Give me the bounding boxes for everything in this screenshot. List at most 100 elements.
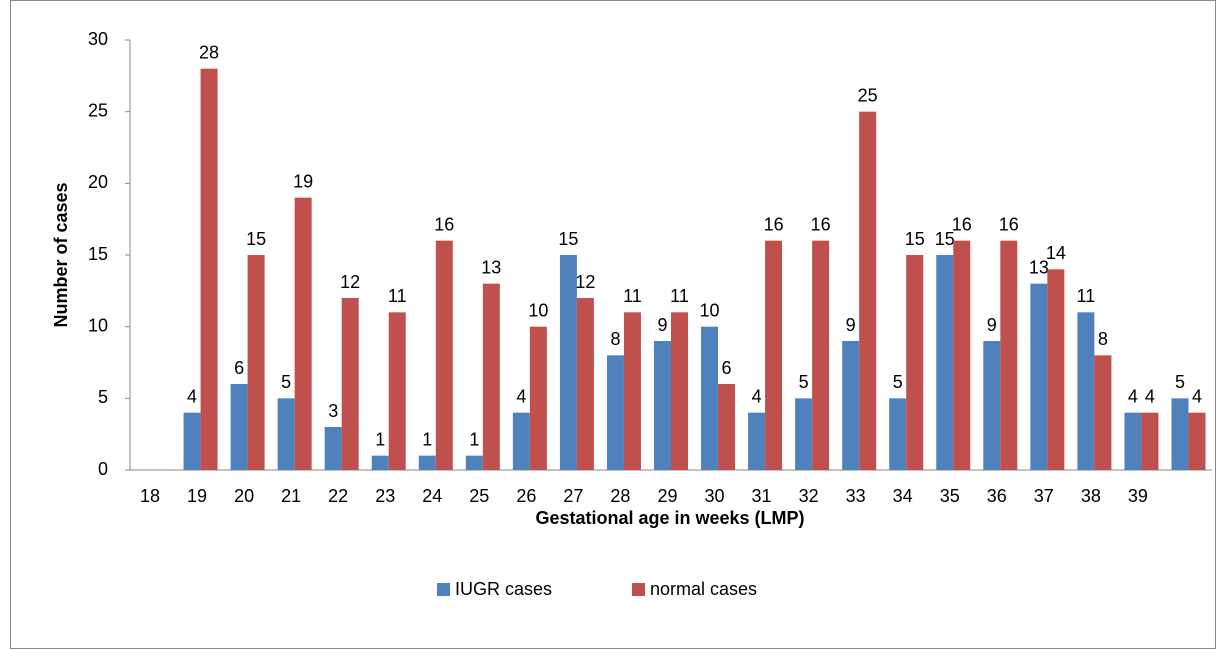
bar <box>1124 412 1142 470</box>
bar <box>842 341 860 470</box>
x-tick-label: 21 <box>281 486 301 506</box>
value-label: 5 <box>281 372 291 392</box>
value-label: 8 <box>1098 329 1108 349</box>
y-axis-label: Number of cases <box>51 182 71 327</box>
bar <box>341 298 359 470</box>
y-tick-label: 15 <box>88 244 108 264</box>
bar <box>812 240 830 470</box>
bar <box>795 398 813 470</box>
y-tick-label: 30 <box>88 29 108 49</box>
bar <box>606 355 624 470</box>
bar <box>324 427 342 470</box>
value-label: 15 <box>935 229 955 249</box>
value-label: 11 <box>623 286 642 306</box>
x-tick-label: 20 <box>234 486 254 506</box>
legend-swatch <box>437 583 450 596</box>
value-label: 16 <box>811 214 831 234</box>
value-label: 16 <box>764 214 784 234</box>
bar <box>435 240 453 470</box>
bar <box>623 312 641 470</box>
value-label: 11 <box>670 286 689 306</box>
value-label: 4 <box>187 386 197 406</box>
y-tick-label: 20 <box>88 172 108 192</box>
bar <box>1047 269 1065 470</box>
bar <box>576 298 594 470</box>
value-label: 25 <box>858 85 878 105</box>
x-tick-label: 31 <box>752 486 772 506</box>
value-label: 12 <box>575 272 595 292</box>
x-tick-label: 35 <box>940 486 960 506</box>
y-tick-label: 0 <box>98 459 108 479</box>
legend-label: normal cases <box>650 579 757 599</box>
x-tick-label: 29 <box>657 486 677 506</box>
x-tick-label: 19 <box>187 486 207 506</box>
bar <box>247 255 265 470</box>
value-label: 16 <box>434 214 454 234</box>
value-label: 10 <box>528 300 548 320</box>
bar <box>1171 398 1189 470</box>
value-label: 28 <box>199 42 219 62</box>
value-label: 1 <box>422 429 432 449</box>
value-label: 15 <box>905 229 925 249</box>
bar <box>294 197 312 470</box>
bar <box>482 283 500 470</box>
value-label: 16 <box>952 214 972 234</box>
value-label: 19 <box>293 171 313 191</box>
value-label: 15 <box>246 229 266 249</box>
value-label: 9 <box>657 315 667 335</box>
x-tick-label: 22 <box>328 486 348 506</box>
bar <box>748 412 766 470</box>
legend-swatch <box>632 583 645 596</box>
value-label: 5 <box>799 372 809 392</box>
y-tick-label: 25 <box>88 100 108 120</box>
x-tick-label: 33 <box>846 486 866 506</box>
bar <box>906 255 924 470</box>
bar <box>559 255 577 470</box>
legend-label: IUGR cases <box>455 579 552 599</box>
x-tick-label: 34 <box>893 486 913 506</box>
bar <box>701 326 719 470</box>
value-label: 13 <box>481 257 501 277</box>
bar <box>465 455 483 470</box>
x-tick-label: 38 <box>1081 486 1101 506</box>
value-label: 1 <box>375 429 385 449</box>
y-tick-label: 10 <box>88 315 108 335</box>
y-tick-label: 5 <box>98 387 108 407</box>
x-tick-label: 27 <box>563 486 583 506</box>
value-label: 6 <box>234 358 244 378</box>
value-label: 4 <box>752 386 762 406</box>
x-tick-label: 26 <box>516 486 536 506</box>
bar <box>230 384 248 470</box>
bar <box>953 240 971 470</box>
value-label: 5 <box>1175 372 1185 392</box>
value-label: 4 <box>516 386 526 406</box>
bar <box>418 455 436 470</box>
value-label: 4 <box>1128 386 1138 406</box>
bar <box>671 312 688 470</box>
value-label: 5 <box>893 372 903 392</box>
x-tick-label: 24 <box>422 486 442 506</box>
bar <box>1077 312 1095 470</box>
value-label: 16 <box>999 214 1019 234</box>
x-axis-label: Gestational age in weeks (LMP) <box>535 508 804 528</box>
bar <box>889 398 907 470</box>
bar <box>718 384 736 470</box>
x-tick-label: 30 <box>705 486 725 506</box>
value-label: 11 <box>1077 286 1096 306</box>
bar <box>983 341 1001 470</box>
bar <box>1000 240 1018 470</box>
bar <box>654 341 671 470</box>
value-label: 8 <box>610 329 620 349</box>
bar <box>183 412 201 470</box>
value-label: 4 <box>1192 386 1202 406</box>
value-label: 3 <box>328 401 338 421</box>
x-tick-label: 25 <box>469 486 489 506</box>
value-label: 11 <box>388 286 407 306</box>
x-tick-label: 39 <box>1128 486 1148 506</box>
bar <box>1094 355 1112 470</box>
value-label: 9 <box>846 315 856 335</box>
bar <box>859 111 877 471</box>
bar <box>512 412 530 470</box>
bar <box>1141 412 1159 470</box>
